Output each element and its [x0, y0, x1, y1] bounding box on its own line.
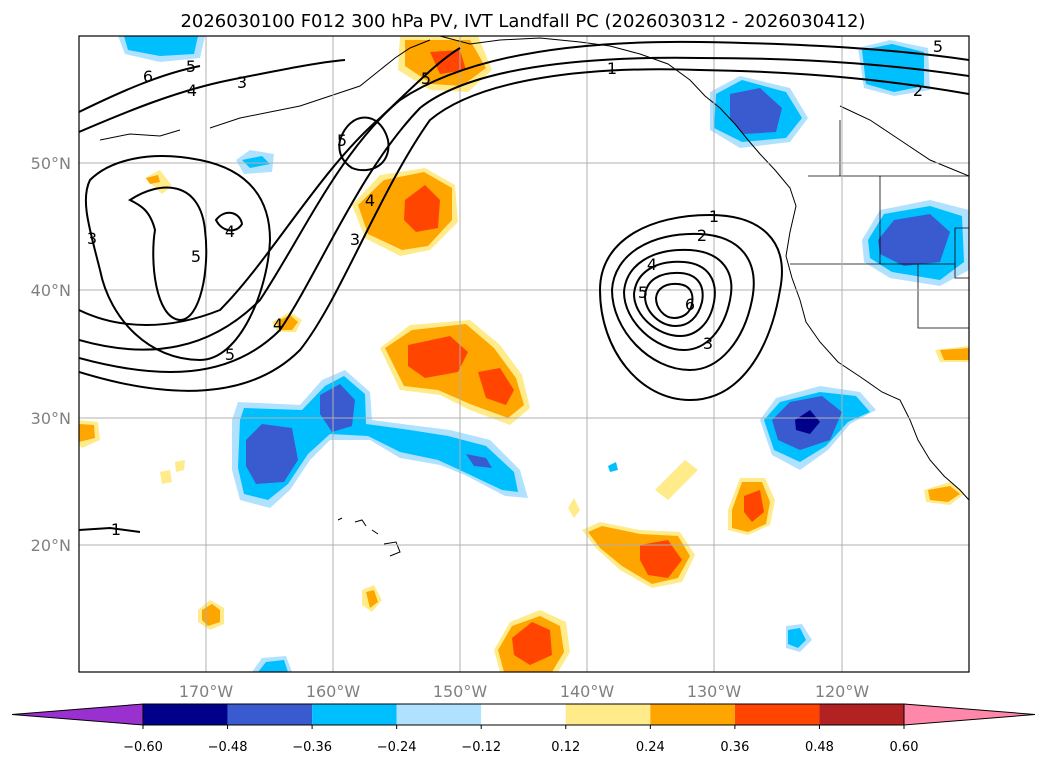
ivt-contours — [79, 40, 969, 533]
colorbar-segment — [312, 704, 397, 725]
contour-label: 5 — [638, 283, 648, 302]
contour-label: 4 — [365, 191, 375, 210]
map-frame — [78, 35, 970, 673]
contour-label: 6 — [143, 67, 153, 86]
colorbar-segment — [481, 704, 566, 725]
contour-label: 4 — [225, 222, 235, 241]
colorbar-tick-label: −0.48 — [208, 740, 248, 755]
lon-tick-label: 160°W — [306, 682, 361, 701]
lon-tick-label: 140°W — [560, 682, 615, 701]
colorbar-frame — [142, 703, 905, 726]
contour-label: 5 — [421, 69, 431, 88]
colorbar-tick-label: −0.12 — [461, 740, 501, 755]
graticule — [79, 36, 969, 672]
colorbar: −0.60 −0.48 −0.36 −0.24 −0.12 0.12 0.24 0.36 0.4… — [11, 703, 1036, 755]
lat-tick-label: 50°N — [31, 154, 71, 173]
contour-label: 2 — [913, 81, 923, 100]
political-borders — [790, 120, 969, 329]
contour-label: 5 — [225, 345, 235, 364]
colorbar-segment — [143, 704, 228, 725]
chart-title: 2026030100 F012 300 hPa PV, IVT Landfall… — [180, 11, 865, 32]
colorbar-segment — [819, 704, 904, 725]
colorbar-segment — [565, 704, 651, 725]
colorbar-segment — [396, 704, 482, 725]
map-area: 6 5 4 3 1 5 2 5 4 3 4 3 5 5 4 5 1 2 4 5 … — [79, 36, 969, 672]
contour-label: 5 — [191, 247, 201, 266]
lon-tick-label: 130°W — [687, 682, 742, 701]
contour-label: 5 — [186, 57, 196, 76]
contour-label: 5 — [337, 131, 347, 150]
contour-label: 4 — [647, 255, 657, 274]
latitude-tick-labels: 50°N 40°N 30°N 20°N — [31, 154, 71, 555]
contour-label: 1 — [709, 207, 719, 226]
colorbar-tick-label: −0.24 — [377, 740, 417, 755]
lat-tick-label: 20°N — [31, 536, 71, 555]
contour-label: 6 — [685, 295, 695, 314]
colorbar-segment — [650, 704, 735, 725]
contour-label: 5 — [933, 37, 943, 56]
colorbar-extend-high — [903, 703, 1036, 726]
colorbar-extend-low — [11, 703, 144, 726]
colorbar-tick-label: 0.48 — [805, 740, 834, 755]
lon-tick-label: 120°W — [815, 682, 870, 701]
contour-label: 3 — [703, 334, 713, 353]
contour-label: 3 — [350, 230, 360, 249]
colorbar-segment — [734, 704, 820, 725]
colorbar-tick-label: 0.24 — [636, 740, 665, 755]
colorbar-tick-label: 0.36 — [720, 740, 749, 755]
colorbar-tick-label: −0.36 — [292, 740, 332, 755]
contour-label: 3 — [87, 229, 97, 248]
contour-label: 1 — [607, 59, 617, 78]
contour-label: 1 — [111, 520, 121, 539]
colorbar-tick-label: 0.60 — [890, 740, 919, 755]
coastlines — [99, 36, 969, 557]
colorbar-tick-label: −0.60 — [123, 740, 163, 755]
contour-label: 2 — [697, 226, 707, 245]
colorbar-tick-label: 0.12 — [551, 740, 580, 755]
longitude-tick-labels: 170°W 160°W 150°W 140°W 130°W 120°W — [179, 682, 870, 701]
contour-label: 3 — [237, 73, 247, 92]
lat-tick-label: 40°N — [31, 281, 71, 300]
lon-tick-label: 170°W — [179, 682, 234, 701]
negative-anomaly-regions — [118, 36, 969, 672]
contour-label: 4 — [273, 315, 283, 334]
lon-tick-label: 150°W — [433, 682, 488, 701]
colorbar-segment — [227, 704, 313, 725]
contour-label: 4 — [187, 81, 197, 100]
contour-labels: 6 5 4 3 1 5 2 5 4 3 4 3 5 5 4 5 1 2 4 5 … — [87, 37, 943, 539]
lat-tick-label: 30°N — [31, 409, 71, 428]
positive-anomaly-regions — [79, 36, 969, 672]
